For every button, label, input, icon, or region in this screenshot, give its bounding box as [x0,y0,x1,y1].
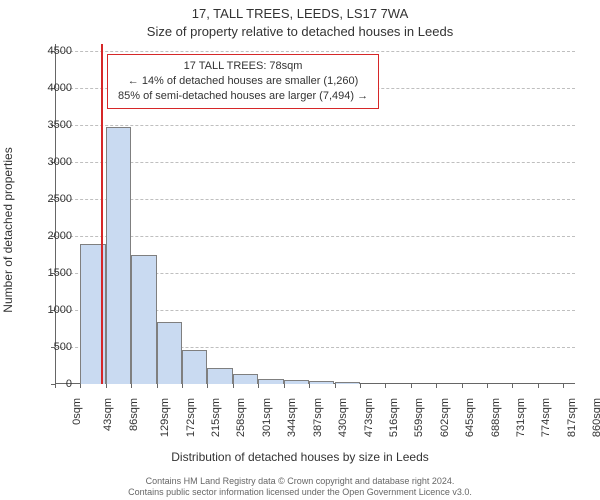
ytick-label: 3000 [48,156,72,168]
histogram-bar [106,127,131,384]
xtick-mark [411,384,412,388]
xtick-label: 172sqm [185,398,197,437]
xtick-label: 258sqm [236,398,248,437]
xtick-mark [258,384,259,388]
xtick-mark [462,384,463,388]
y-axis-line [55,44,56,384]
reference-line [101,44,103,384]
histogram-bar [335,382,360,384]
xtick-mark [436,384,437,388]
annotation-line: 17 TALL TREES: 78sqm [118,59,368,74]
histogram-bar [207,368,232,384]
gridline [55,236,575,237]
xtick-mark [131,384,132,388]
xtick-mark [360,384,361,388]
histogram-bar [258,379,283,384]
xtick-label: 344sqm [286,398,298,437]
y-axis-label: Number of detached properties [1,147,15,312]
ytick-label: 2500 [48,193,72,205]
xtick-mark [309,384,310,388]
ytick-label: 2000 [48,230,72,242]
ytick-label: 500 [54,341,72,353]
annotation-line: 85% of semi-detached houses are larger (… [118,89,368,104]
plot-inner: 17 TALL TREES: 78sqm← 14% of detached ho… [55,44,575,384]
xtick-label: 602sqm [439,398,451,437]
ytick-label: 0 [66,378,72,390]
xtick-label: 0sqm [71,398,83,425]
xtick-label: 129sqm [159,398,171,437]
xtick-mark [538,384,539,388]
xtick-label: 559sqm [413,398,425,437]
annotation-box: 17 TALL TREES: 78sqm← 14% of detached ho… [107,54,379,109]
xtick-mark [233,384,234,388]
annotation-line: ← 14% of detached houses are smaller (1,… [118,74,368,89]
xtick-label: 86sqm [128,398,140,431]
chart-title: 17, TALL TREES, LEEDS, LS17 7WA [0,6,600,21]
xtick-label: 774sqm [541,398,553,437]
xtick-mark [385,384,386,388]
xtick-label: 731sqm [515,398,527,437]
ytick-label: 4500 [48,45,72,57]
xtick-label: 516sqm [388,398,400,437]
xtick-mark [487,384,488,388]
xtick-mark [207,384,208,388]
chart-container: 17, TALL TREES, LEEDS, LS17 7WA Size of … [0,0,600,500]
plot-area: 17 TALL TREES: 78sqm← 14% of detached ho… [55,44,575,384]
xtick-mark [284,384,285,388]
xtick-mark [157,384,158,388]
histogram-bar [182,350,207,384]
gridline [55,51,575,52]
histogram-bar [233,374,258,384]
chart-subtitle: Size of property relative to detached ho… [0,24,600,39]
xtick-mark [563,384,564,388]
histogram-bar [284,380,309,384]
xtick-mark [55,384,56,388]
gridline [55,162,575,163]
xtick-mark [335,384,336,388]
xtick-label: 860sqm [591,398,600,437]
gridline [55,199,575,200]
xtick-mark [182,384,183,388]
xtick-mark [106,384,107,388]
xtick-label: 473sqm [363,398,375,437]
xtick-label: 387sqm [312,398,324,437]
xtick-label: 430sqm [337,398,349,437]
footer-line-2: Contains public sector information licen… [128,487,472,497]
ytick-label: 1000 [48,304,72,316]
xtick-label: 215sqm [210,398,222,437]
ytick-label: 4000 [48,82,72,94]
xtick-label: 645sqm [464,398,476,437]
ytick-label: 3500 [48,119,72,131]
ytick-label: 1500 [48,267,72,279]
histogram-bar [309,381,334,384]
xtick-mark [80,384,81,388]
x-axis-label: Distribution of detached houses by size … [0,450,600,464]
footer-attribution: Contains HM Land Registry data © Crown c… [0,476,600,498]
histogram-bar [157,322,182,384]
footer-line-1: Contains HM Land Registry data © Crown c… [146,476,455,486]
xtick-mark [512,384,513,388]
histogram-bar [131,255,156,384]
gridline [55,125,575,126]
xtick-label: 43sqm [102,398,114,431]
xtick-label: 688sqm [490,398,502,437]
xtick-label: 817sqm [566,398,578,437]
xtick-label: 301sqm [261,398,273,437]
